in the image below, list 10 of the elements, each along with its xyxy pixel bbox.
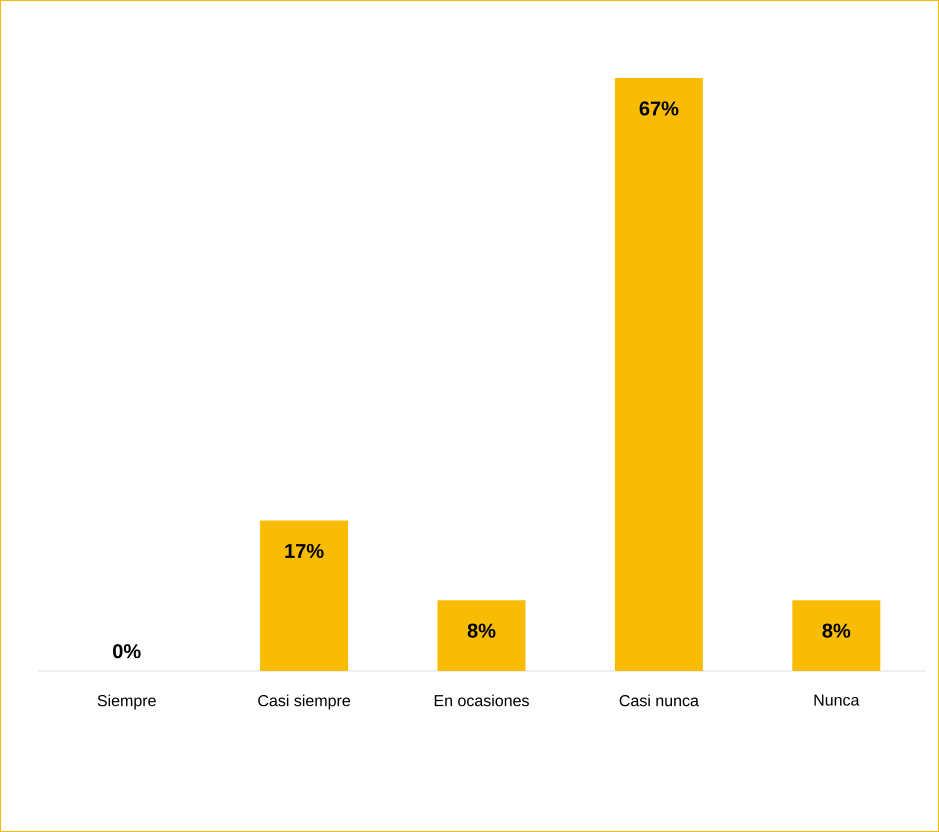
- data-label: 17%: [285, 544, 324, 558]
- data-label: 67%: [640, 101, 678, 116]
- x-tick-label: En ocasiones: [434, 694, 529, 706]
- x-tick-label: Siempre: [98, 694, 156, 710]
- x-tick-label: Nunca: [814, 694, 860, 706]
- data-label: 8%: [822, 624, 850, 638]
- data-label: 8%: [468, 624, 496, 638]
- data-label: 0%: [113, 644, 141, 658]
- x-tick-label: Casi siempre: [258, 694, 350, 710]
- x-tick-label: Casi nunca: [620, 694, 699, 706]
